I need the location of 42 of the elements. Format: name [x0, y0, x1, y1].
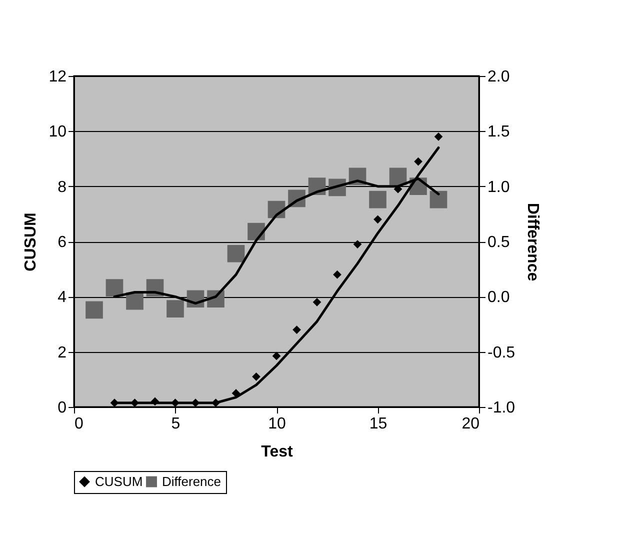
point — [272, 352, 281, 360]
point — [353, 240, 362, 248]
legend-label: Difference — [162, 474, 222, 489]
y2-tick-label: 2.0 — [488, 68, 510, 86]
y-tick-label: 2 — [58, 344, 67, 362]
y2-axis-title: Difference — [524, 202, 542, 282]
point — [227, 244, 245, 262]
x-tick-label: 15 — [369, 416, 388, 432]
point — [430, 190, 448, 208]
x-axis-title: Test — [261, 444, 294, 460]
point — [333, 270, 342, 279]
x-tick-label: 10 — [268, 416, 286, 432]
point — [292, 326, 301, 334]
x-tick-label: 0 — [74, 416, 84, 432]
y2-tick-label: 1.0 — [488, 178, 510, 196]
legend-label: CUSUM — [95, 474, 143, 489]
point — [374, 215, 382, 224]
y-tick-label: 12 — [48, 68, 67, 86]
y-tick-label: 4 — [58, 289, 67, 306]
x-tick-label: 5 — [171, 416, 180, 432]
y-tick-label: 0 — [58, 400, 67, 416]
point — [166, 300, 184, 318]
point — [389, 168, 407, 186]
y2-tick-label: 1.5 — [488, 124, 510, 141]
y-tick-label: 10 — [48, 124, 67, 141]
y-tick-label: 6 — [58, 234, 67, 251]
point — [394, 184, 402, 194]
y2-tick-label: -1.0 — [488, 400, 516, 416]
point — [252, 372, 260, 381]
x-tick-label: 20 — [462, 416, 480, 432]
y-axis-title: CUSUM — [22, 212, 40, 272]
y2-tick-label: 0.0 — [488, 289, 510, 306]
point — [312, 298, 322, 306]
point — [434, 132, 443, 141]
point — [414, 157, 422, 166]
y-tick-label: 8 — [58, 178, 67, 196]
point — [106, 279, 124, 296]
point — [86, 301, 103, 319]
point — [369, 190, 386, 208]
point — [126, 292, 144, 310]
y2-tick-label: 0.5 — [488, 234, 510, 251]
y2-tick-label: -0.5 — [488, 344, 516, 362]
